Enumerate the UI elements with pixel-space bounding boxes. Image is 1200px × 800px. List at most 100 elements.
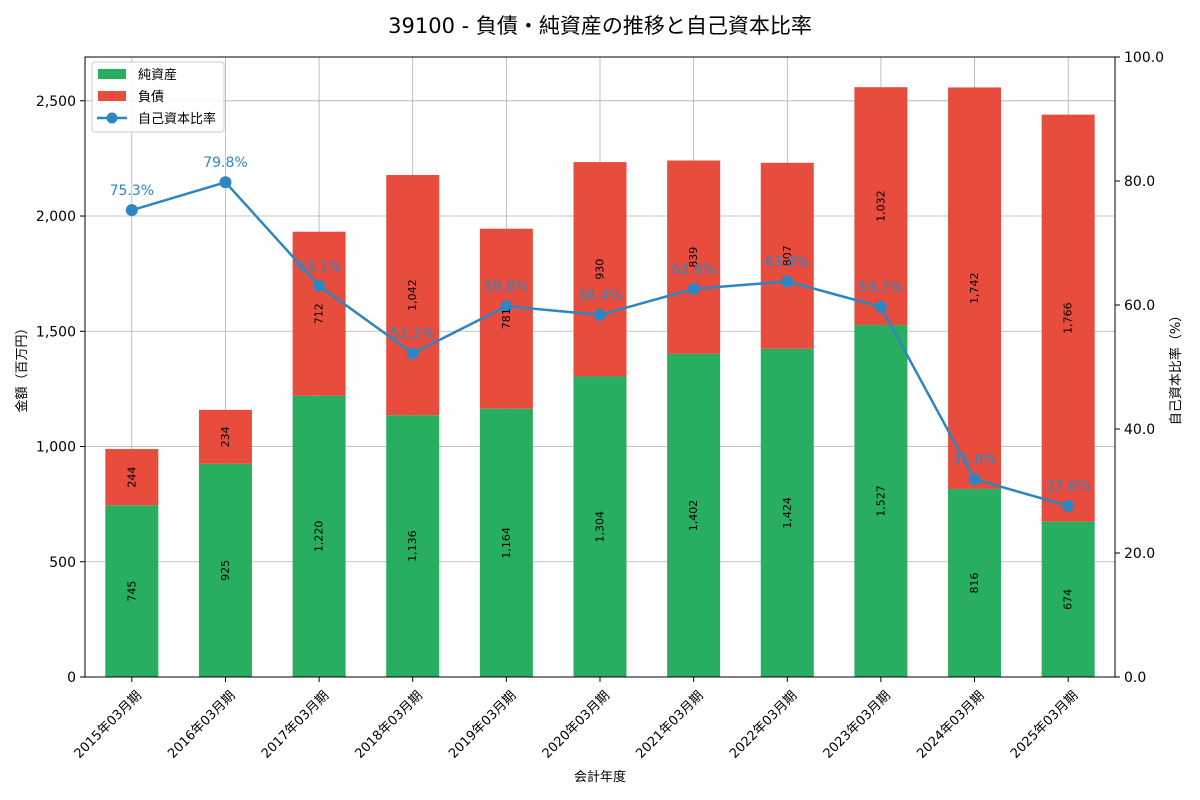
legend-swatch-net-assets: [98, 69, 126, 79]
bar-value-label-net-assets: 1,164: [500, 527, 513, 559]
data-labels: 745 244 925 234 1,220 712 1,136 1,042 1,164 781 1,…: [110, 155, 1091, 610]
bar-value-label-liabilities: 234: [219, 426, 232, 447]
bar-net-assets: [573, 376, 627, 677]
bar-liabilities: [1041, 114, 1095, 522]
ratio-value-label: 62.6%: [671, 262, 715, 278]
bar-net-assets: [760, 348, 814, 677]
bar-liabilities: [292, 231, 346, 396]
bar-value-label-liabilities: 244: [125, 467, 138, 488]
x-tick-label: 2017年03月期: [259, 688, 332, 761]
bar-value-label-net-assets: 1,402: [687, 500, 700, 532]
ratio-value-label: 79.8%: [203, 155, 247, 171]
x-tick-label: 2022年03月期: [727, 688, 800, 761]
bar-net-assets: [292, 395, 346, 677]
bar-value-label-net-assets: 745: [125, 581, 138, 602]
bar-net-assets: [479, 408, 533, 677]
ratio-value-label: 31.9%: [952, 452, 996, 468]
y-tick-label: 2,500: [36, 94, 76, 110]
bar-liabilities: [667, 160, 721, 354]
bar-net-assets: [198, 463, 252, 677]
y2-tick-label: 80.0: [1124, 174, 1155, 190]
y-tick-label: 0: [67, 670, 76, 686]
bar-value-label-net-assets: 674: [1062, 589, 1075, 610]
bar-net-assets: [1041, 521, 1095, 677]
bar-value-label-liabilities: 1,742: [968, 272, 981, 304]
ratio-value-label: 52.2%: [390, 326, 434, 342]
y-tick-label: 500: [49, 555, 76, 571]
y2-tick-label: 20.0: [1124, 546, 1155, 562]
x-tick-label: 2019年03月期: [446, 688, 519, 761]
ratio-point: [781, 275, 794, 288]
bar-value-label-liabilities: 807: [781, 245, 794, 266]
bar-value-label-liabilities: 781: [500, 308, 513, 329]
x-tick-label: 2024年03月期: [914, 688, 987, 761]
x-tick-label: 2020年03月期: [540, 688, 613, 761]
bar-liabilities: [198, 409, 252, 464]
bar-net-assets: [854, 325, 908, 677]
bar-value-label-net-assets: 1,136: [406, 530, 419, 562]
bar-value-label-net-assets: 1,527: [874, 485, 887, 516]
bar-value-label-net-assets: 1,304: [594, 511, 607, 543]
bar-value-label-liabilities: 930: [594, 259, 607, 280]
legend-label-ratio: 自己資本比率: [138, 111, 216, 127]
bar-value-label-liabilities: 839: [687, 247, 700, 268]
y-tick-label: 1,000: [36, 440, 76, 456]
ratio-point: [500, 300, 513, 313]
ratio-point: [874, 300, 887, 313]
x-tick-label: 2015年03月期: [72, 688, 145, 761]
bar-net-assets: [105, 505, 159, 677]
x-tick-label: 2025年03月期: [1008, 688, 1081, 761]
legend-frame: [91, 61, 225, 133]
bar-liabilities: [479, 228, 533, 409]
legend-marker-ratio: [106, 112, 118, 124]
bar-value-label-net-assets: 925: [219, 560, 232, 581]
ratio-value-label: 27.6%: [1046, 479, 1090, 495]
y-tick-label: 2,000: [36, 209, 76, 225]
x-tick-label: 2016年03月期: [165, 688, 238, 761]
x-tick-label: 2018年03月期: [352, 688, 425, 761]
bar-net-assets: [386, 415, 440, 677]
bar-liabilities: [760, 162, 814, 349]
ratio-value-label: 63.8%: [765, 254, 809, 270]
bar-value-label-liabilities: 1,032: [874, 190, 887, 222]
ratio-value-label: 63.1%: [297, 259, 341, 275]
x-tick-label: 2023年03月期: [821, 688, 894, 761]
bar-value-label-net-assets: 1,220: [313, 521, 326, 553]
ratio-point: [313, 279, 326, 292]
ratio-value-label: 75.3%: [110, 183, 154, 199]
ratio-point: [219, 176, 232, 189]
ratio-value-label: 59.8%: [484, 279, 528, 295]
bar-series: [105, 87, 1095, 677]
ratio-line-series: [125, 176, 1075, 512]
legend: 純資産 負債 自己資本比率: [91, 61, 225, 133]
y-tick-label: 1,500: [36, 324, 76, 340]
y2-tick-label: 100.0: [1124, 50, 1164, 66]
x-axis-label: 会計年度: [574, 769, 626, 785]
bar-liabilities: [573, 162, 627, 377]
ratio-point: [968, 473, 981, 486]
ratio-point: [1062, 499, 1075, 512]
bar-liabilities: [948, 87, 1002, 489]
y2-tick-label: 0.0: [1124, 670, 1146, 686]
x-tick-label: 2021年03月期: [633, 688, 706, 761]
ratio-point: [594, 308, 606, 321]
bar-value-label-liabilities: 1,042: [406, 279, 419, 311]
bar-net-assets: [667, 353, 721, 677]
ratio-value-label: 59.7%: [859, 280, 903, 296]
bar-liabilities: [854, 87, 908, 326]
y2-tick-label: 40.0: [1124, 422, 1155, 438]
legend-swatch-liabilities: [98, 91, 126, 101]
bar-net-assets: [948, 488, 1002, 677]
bar-value-label-liabilities: 1,766: [1062, 302, 1075, 334]
y2-axis-label: 自己資本比率（%）: [1168, 309, 1184, 425]
y-axis-label: 金額（百万円）: [14, 321, 30, 412]
ratio-point: [406, 347, 419, 360]
bar-liabilities: [386, 175, 440, 416]
bar-value-label-net-assets: 816: [968, 572, 981, 593]
legend-label-liabilities: 負債: [138, 90, 164, 105]
ratio-value-label: 58.4%: [578, 288, 622, 304]
ratio-point: [125, 204, 138, 217]
bar-value-label-net-assets: 1,424: [781, 497, 794, 529]
ratio-point: [687, 282, 700, 295]
